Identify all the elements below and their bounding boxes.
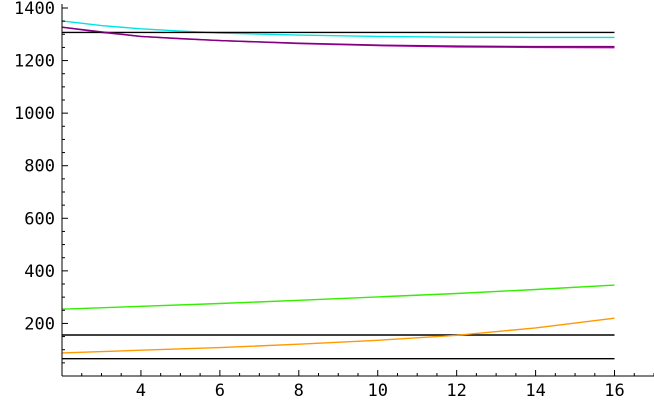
x-tick-label: 14 (525, 381, 545, 401)
axes-layer: 4 6 8 10 12 14 16 200 400 600 800 1000 1200 1400 (14, 0, 654, 401)
y-tick-label: 1200 (14, 52, 55, 72)
y-tick-label: 800 (24, 157, 55, 177)
x-tick-label: 6 (215, 381, 225, 401)
x-tick-label: 16 (604, 381, 624, 401)
x-tick-label: 8 (294, 381, 304, 401)
series-line-1 (61, 20, 615, 39)
series-line-4 (61, 26, 615, 48)
series-line-7 (61, 317, 615, 354)
y-tick-label: 600 (24, 209, 55, 229)
y-tick-label: 1000 (14, 104, 55, 124)
y-tick-label: 200 (24, 314, 55, 334)
x-tick-label: 10 (367, 381, 387, 401)
series-line-5 (61, 284, 615, 310)
y-tick-label: 1400 (14, 0, 55, 19)
x-tick-label: 4 (136, 381, 146, 401)
series-layer (61, 20, 615, 360)
x-tick-label: 12 (446, 381, 466, 401)
y-tick-label: 400 (24, 262, 55, 282)
